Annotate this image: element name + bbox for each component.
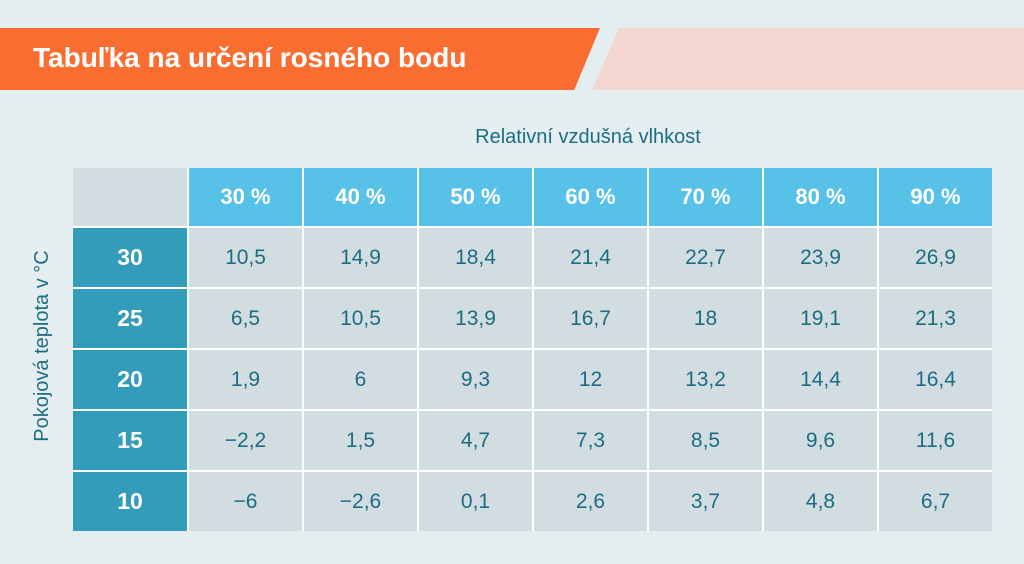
table-cell: 16,7 — [534, 289, 647, 348]
column-header: 90 % — [879, 168, 992, 226]
column-header: 40 % — [304, 168, 417, 226]
table-cell: −2,2 — [189, 411, 302, 470]
row-header: 25 — [73, 289, 187, 348]
table-cell: 10,5 — [189, 228, 302, 287]
title-banner: Tabuľka na určení rosného bodu — [0, 28, 600, 90]
table-cell: 4,8 — [764, 472, 877, 531]
table-cell: 19,1 — [764, 289, 877, 348]
column-header: 50 % — [419, 168, 532, 226]
dew-point-table: 30 % 40 % 50 % 60 % 70 % 80 % 90 % 30 10,5 14,9 18… — [73, 168, 992, 531]
row-header: 15 — [73, 411, 187, 470]
table-cell: 14,4 — [764, 350, 877, 409]
row-header: 10 — [73, 472, 187, 531]
column-axis-label: Relativní vzdušná vlhkost — [475, 126, 701, 148]
table-cell: 1,5 — [304, 411, 417, 470]
table-cell: 0,1 — [419, 472, 532, 531]
table-cell: 12 — [534, 350, 647, 409]
row-header: 30 — [73, 228, 187, 287]
row-header: 20 — [73, 350, 187, 409]
table-cell: 6 — [304, 350, 417, 409]
table-cell: 21,4 — [534, 228, 647, 287]
table-cell: 21,3 — [879, 289, 992, 348]
table-cell: 13,2 — [649, 350, 762, 409]
table-cell: 22,7 — [649, 228, 762, 287]
table-cell: 26,9 — [879, 228, 992, 287]
table-cell: 9,6 — [764, 411, 877, 470]
column-header: 70 % — [649, 168, 762, 226]
table-cell: 18,4 — [419, 228, 532, 287]
table-cell: 6,7 — [879, 472, 992, 531]
table-cell: −6 — [189, 472, 302, 531]
table-cell: 9,3 — [419, 350, 532, 409]
table-cell: 6,5 — [189, 289, 302, 348]
column-header: 30 % — [189, 168, 302, 226]
table-cell: 3,7 — [649, 472, 762, 531]
table-cell: 1,9 — [189, 350, 302, 409]
table-cell: 10,5 — [304, 289, 417, 348]
table-cell: 16,4 — [879, 350, 992, 409]
table-cell: 7,3 — [534, 411, 647, 470]
banner-decoration — [592, 28, 1024, 90]
table-cell: 11,6 — [879, 411, 992, 470]
table-cell: 18 — [649, 289, 762, 348]
table-corner — [73, 168, 187, 226]
table-cell: −2,6 — [304, 472, 417, 531]
table-cell: 14,9 — [304, 228, 417, 287]
row-axis-label: Pokojová teplota v °C — [31, 250, 53, 442]
column-header: 80 % — [764, 168, 877, 226]
table-cell: 13,9 — [419, 289, 532, 348]
column-header: 60 % — [534, 168, 647, 226]
table-cell: 23,9 — [764, 228, 877, 287]
table-cell: 8,5 — [649, 411, 762, 470]
table-cell: 4,7 — [419, 411, 532, 470]
table-cell: 2,6 — [534, 472, 647, 531]
page-title: Tabuľka na určení rosného bodu — [33, 42, 467, 73]
